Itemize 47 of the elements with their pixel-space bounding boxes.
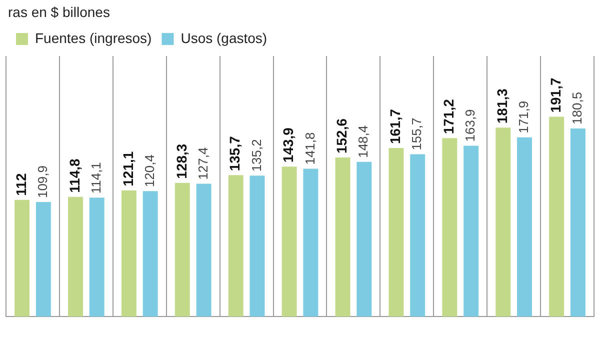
chart-title: ras en $ billones xyxy=(7,3,111,22)
bar xyxy=(517,137,532,317)
bar xyxy=(36,202,51,317)
data-label: 141,8 xyxy=(302,132,318,165)
bar xyxy=(496,128,511,317)
bar xyxy=(464,146,479,317)
bar xyxy=(570,128,586,317)
data-label: 128,3 xyxy=(173,144,190,179)
data-label: 109,9 xyxy=(34,165,50,198)
bar xyxy=(303,168,318,317)
bar xyxy=(142,191,158,317)
bar xyxy=(335,158,350,317)
data-label: 161,7 xyxy=(387,108,404,144)
legend-label: Fuentes (ingresos) xyxy=(35,30,152,46)
data-label: 171,9 xyxy=(516,100,532,134)
data-label: 135,2 xyxy=(248,139,264,172)
bar xyxy=(121,190,136,317)
data-label: 112 xyxy=(12,173,29,196)
bar xyxy=(250,176,265,317)
data-label: 191,7 xyxy=(547,78,564,113)
data-label: 135,7 xyxy=(226,136,243,172)
data-label: 114,8 xyxy=(66,158,82,193)
data-label: 155,7 xyxy=(409,118,424,150)
bar xyxy=(14,200,30,317)
bar xyxy=(442,138,458,317)
bar xyxy=(196,184,212,317)
bar xyxy=(89,198,104,317)
bar xyxy=(549,116,564,317)
data-label: 171,2 xyxy=(440,98,457,134)
bar xyxy=(174,182,190,317)
bar xyxy=(228,175,244,317)
data-label: 152,6 xyxy=(334,118,350,154)
data-label: 163,9 xyxy=(462,109,478,142)
data-label: 127,4 xyxy=(195,147,210,180)
bar xyxy=(388,148,404,317)
bar xyxy=(410,154,426,317)
data-label: 114,1 xyxy=(88,162,104,194)
bar xyxy=(356,162,372,317)
data-label: 148,4 xyxy=(356,125,371,158)
legend-label: Usos (gastos) xyxy=(180,30,268,46)
bar xyxy=(68,196,83,317)
data-label: 120,4 xyxy=(142,154,157,188)
data-label: 121,1 xyxy=(120,151,136,186)
data-label: 181,3 xyxy=(494,88,510,124)
data-label: 143,9 xyxy=(280,127,296,163)
bar xyxy=(282,166,297,317)
data-label: 180,5 xyxy=(570,92,585,124)
